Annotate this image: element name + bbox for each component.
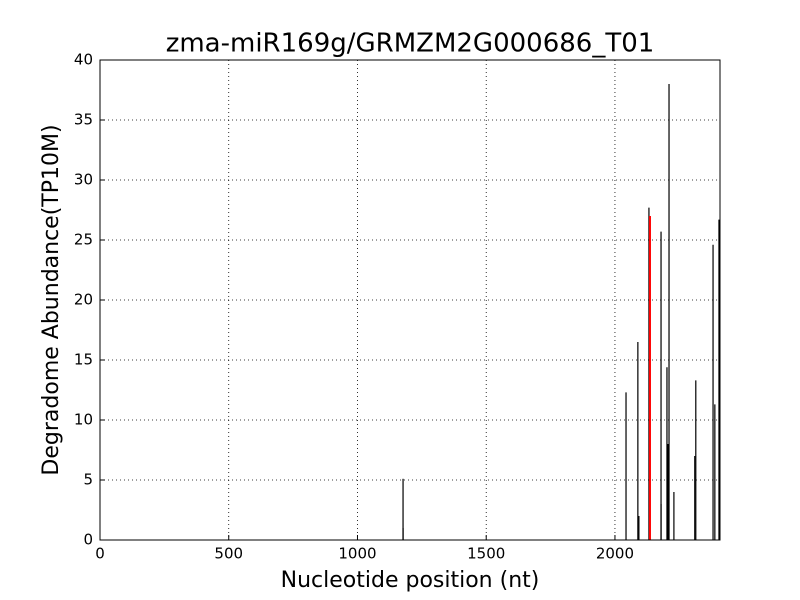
x-tick-label: 2000 bbox=[596, 545, 634, 563]
y-tick-label: 25 bbox=[74, 231, 93, 249]
y-tick-label: 20 bbox=[74, 291, 93, 309]
y-tick-label: 10 bbox=[74, 411, 93, 429]
chart-title: zma-miR169g/GRMZM2G000686_T01 bbox=[166, 29, 655, 59]
plot-frame bbox=[99, 59, 721, 541]
y-tick-label: 30 bbox=[74, 171, 93, 189]
x-tick-label: 1500 bbox=[467, 545, 505, 563]
y-tick-label: 40 bbox=[74, 51, 93, 69]
x-tick-label: 1000 bbox=[338, 545, 376, 563]
x-axis-label: Nucleotide position (nt) bbox=[281, 568, 540, 593]
y-tick-label: 35 bbox=[74, 111, 93, 129]
y-tick-label: 5 bbox=[83, 471, 93, 489]
x-tick-label: 0 bbox=[95, 545, 105, 563]
y-axis-label: Degradome Abundance(TP10M) bbox=[39, 124, 64, 475]
y-tick-label: 15 bbox=[74, 351, 93, 369]
x-tick-label: 500 bbox=[214, 545, 243, 563]
y-tick-label: 0 bbox=[83, 531, 93, 549]
